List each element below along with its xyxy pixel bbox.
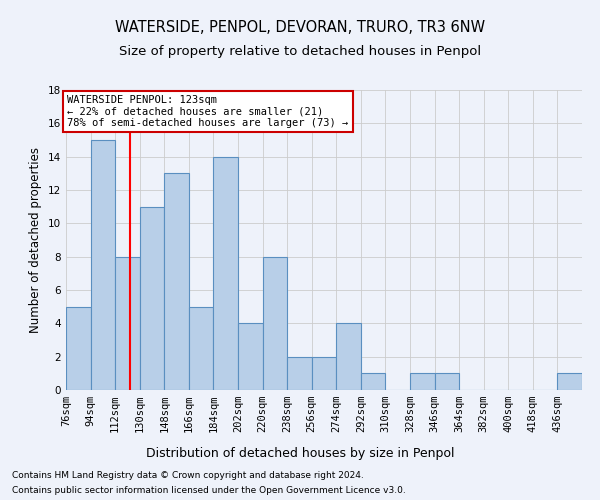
Bar [287,356,312,390]
Bar [434,374,459,390]
Y-axis label: Number of detached properties: Number of detached properties [29,147,43,333]
Text: WATERSIDE, PENPOL, DEVORAN, TRURO, TR3 6NW: WATERSIDE, PENPOL, DEVORAN, TRURO, TR3 6… [115,20,485,35]
Text: Contains public sector information licensed under the Open Government Licence v3: Contains public sector information licen… [12,486,406,495]
Text: Contains HM Land Registry data © Crown copyright and database right 2024.: Contains HM Land Registry data © Crown c… [12,471,364,480]
Bar [214,156,238,390]
Bar [557,374,582,390]
Bar [115,256,140,390]
Bar [263,256,287,390]
Bar [361,374,385,390]
Text: Size of property relative to detached houses in Penpol: Size of property relative to detached ho… [119,45,481,58]
Bar [336,324,361,390]
Bar [140,206,164,390]
Bar [91,140,115,390]
Text: WATERSIDE PENPOL: 123sqm
← 22% of detached houses are smaller (21)
78% of semi-d: WATERSIDE PENPOL: 123sqm ← 22% of detach… [67,95,349,128]
Bar [164,174,189,390]
Text: Distribution of detached houses by size in Penpol: Distribution of detached houses by size … [146,448,454,460]
Bar [410,374,434,390]
Bar [312,356,336,390]
Bar [238,324,263,390]
Bar [189,306,214,390]
Bar [66,306,91,390]
